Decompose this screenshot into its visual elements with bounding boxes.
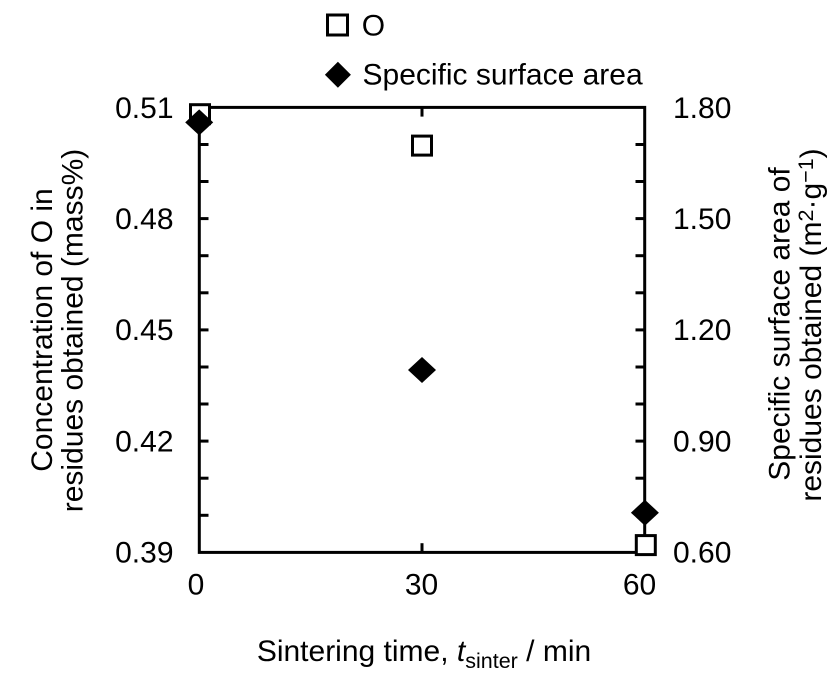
svg-text:0.48: 0.48 bbox=[115, 203, 173, 236]
svg-text:residues obtained (mass%): residues obtained (mass%) bbox=[56, 149, 89, 513]
svg-text:Specific surface area of: Specific surface area of bbox=[764, 167, 797, 481]
svg-text:Sintering time, tsinter / min: Sintering time, tsinter / min bbox=[257, 635, 591, 673]
svg-text:0.39: 0.39 bbox=[115, 536, 173, 569]
svg-text:1.50: 1.50 bbox=[673, 203, 731, 236]
svg-text:1.20: 1.20 bbox=[673, 314, 731, 347]
svg-text:0.60: 0.60 bbox=[673, 536, 731, 569]
svg-text:30: 30 bbox=[405, 569, 438, 602]
svg-text:0.51: 0.51 bbox=[115, 92, 173, 125]
svg-text:1.80: 1.80 bbox=[673, 92, 731, 125]
svg-text:60: 60 bbox=[623, 569, 656, 602]
svg-text:residues obtained (m2·g−1): residues obtained (m2·g−1) bbox=[794, 148, 828, 501]
svg-text:Concentration of O in: Concentration of O in bbox=[26, 188, 59, 472]
svg-text:0.45: 0.45 bbox=[115, 314, 173, 347]
svg-text:0: 0 bbox=[188, 569, 205, 602]
svg-text:O: O bbox=[362, 10, 385, 43]
svg-text:0.42: 0.42 bbox=[115, 425, 173, 458]
svg-text:0.90: 0.90 bbox=[673, 425, 731, 458]
svg-text:Specific surface area: Specific surface area bbox=[363, 59, 643, 92]
